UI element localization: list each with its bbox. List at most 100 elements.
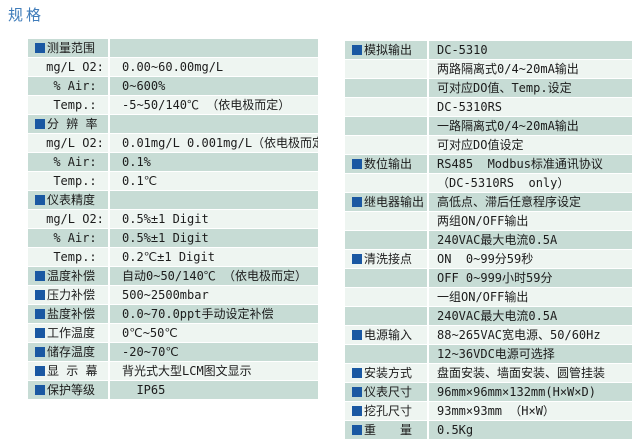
spec-label-text: % Air: (53, 155, 97, 169)
bullet-square-icon (35, 195, 45, 205)
spec-sub-label: mg/L O2: (28, 58, 108, 76)
spec-section-label: 工作温度 (28, 324, 108, 342)
spec-value: ON 0~99分59秒 (429, 250, 632, 268)
spec-value: 240VAC最大电流0.5A (429, 231, 632, 249)
spec-value: 0.00~60.00mg/L (110, 58, 318, 76)
spec-label-text: 测量范围 (47, 41, 96, 55)
spec-label-text: mg/L O2: (46, 212, 104, 226)
table-row: 一路隔离式0/4~20mA输出 (345, 117, 632, 135)
table-row: OFF 0~999小时59分 (345, 269, 632, 287)
table-row: 工作温度 0℃~50℃ (28, 324, 318, 342)
spec-label-text: 清洗接点 (364, 252, 413, 266)
spec-section-label: 模拟输出 (345, 41, 427, 59)
table-row: mg/L O2: 0.00~60.00mg/L (28, 58, 318, 76)
table-row: 12~36VDC电源可选择 (345, 345, 632, 363)
spec-section-label: 仪表尺寸 (345, 383, 427, 401)
table-row: 测量范围 (28, 39, 318, 57)
table-row: % Air: 0.1% (28, 153, 318, 171)
table-row: 盐度补偿 0.0~70.0ppt手动设定补偿 (28, 305, 318, 323)
table-row: 电源输入 88~265VAC宽电源、50/60Hz (345, 326, 632, 344)
bullet-square-icon (35, 43, 45, 53)
spec-section-label: 测量范围 (28, 39, 108, 57)
spec-section-label: 压力补偿 (28, 286, 108, 304)
spec-value: 0.1℃ (110, 172, 318, 190)
spec-label-text: 重 量 (364, 423, 413, 437)
spec-value: RS485 Modbus标准通讯协议 (429, 155, 632, 173)
table-row: 可对应DO值设定 (345, 136, 632, 154)
spec-value: 0.5%±1 Digit (110, 210, 318, 228)
table-row: 仪表精度 (28, 191, 318, 209)
spec-section-label: 保护等级 (28, 381, 108, 399)
spec-section-label: 电源输入 (345, 326, 427, 344)
spec-label-text: 显 示 幕 (47, 364, 98, 378)
spec-section-label: 分 辨 率 (28, 115, 108, 133)
table-row: 数位输出 RS485 Modbus标准通讯协议 (345, 155, 632, 173)
bullet-square-icon (35, 347, 45, 357)
spec-value: 93mm×93mm （H×W） (429, 402, 632, 420)
spec-value: 0.2℃±1 Digit (110, 248, 318, 266)
table-row: 仪表尺寸 96mm×96mm×132mm(H×W×D) (345, 383, 632, 401)
spec-section-label: 储存温度 (28, 343, 108, 361)
spec-value: 240VAC最大电流0.5A (429, 307, 632, 325)
spec-section-label: 仪表精度 (28, 191, 108, 209)
page-title: 规格 (8, 6, 45, 24)
table-row: 两路隔离式0/4~20mA输出 (345, 60, 632, 78)
table-row: 一组ON/OFF输出 (345, 288, 632, 306)
table-row: 继电器输出 高低点、滞后任意程序设定 (345, 193, 632, 211)
spec-value: （DC-5310RS only） (429, 174, 632, 192)
bullet-square-icon (352, 387, 362, 397)
spec-label-text: % Air: (53, 231, 97, 245)
spec-value: 0.0~70.0ppt手动设定补偿 (110, 305, 318, 323)
spec-label-text: 模拟输出 (364, 43, 413, 57)
table-row: 压力补偿 500~2500mbar (28, 286, 318, 304)
spec-section-label: 盐度补偿 (28, 305, 108, 323)
spec-value: 0.5%±1 Digit (110, 229, 318, 247)
bullet-square-icon (352, 406, 362, 416)
bullet-square-icon (352, 368, 362, 378)
bullet-square-icon (352, 159, 362, 169)
spec-section-label: 显 示 幕 (28, 362, 108, 380)
spec-sub-label (345, 117, 427, 135)
spec-label-text: mg/L O2: (46, 60, 104, 74)
table-row: Temp.: 0.2℃±1 Digit (28, 248, 318, 266)
spec-label-text: 继电器输出 (364, 195, 425, 209)
spec-label-text: 数位输出 (364, 157, 413, 171)
spec-label-text: 分 辨 率 (47, 117, 98, 131)
table-row: DC-5310RS (345, 98, 632, 116)
spec-value: 背光式大型LCM图文显示 (110, 362, 318, 380)
spec-value: -5~50/140℃ （依电极而定） (110, 96, 318, 114)
spec-section-label: 安装方式 (345, 364, 427, 382)
spec-sub-label (345, 60, 427, 78)
table-row: 重 量 0.5Kg (345, 421, 632, 439)
spec-section-label: 重 量 (345, 421, 427, 439)
spec-label-text: Temp.: (53, 174, 97, 188)
table-row: 清洗接点 ON 0~99分59秒 (345, 250, 632, 268)
spec-sub-label (345, 212, 427, 230)
spec-sub-label (345, 174, 427, 192)
table-row: Temp.: 0.1℃ (28, 172, 318, 190)
spec-value (110, 39, 318, 57)
table-row: 两组ON/OFF输出 (345, 212, 632, 230)
spec-value: 12~36VDC电源可选择 (429, 345, 632, 363)
spec-sub-label: % Air: (28, 153, 108, 171)
bullet-square-icon (352, 197, 362, 207)
table-row: 可对应DO值、Temp.设定 (345, 79, 632, 97)
spec-value: 96mm×96mm×132mm(H×W×D) (429, 383, 632, 401)
spec-sub-label (345, 79, 427, 97)
spec-section-label: 温度补偿 (28, 267, 108, 285)
spec-label-text: 储存温度 (47, 345, 96, 359)
table-row: 240VAC最大电流0.5A (345, 307, 632, 325)
spec-label-text: 挖孔尺寸 (364, 404, 413, 418)
spec-sub-label: % Air: (28, 229, 108, 247)
spec-sub-label (345, 98, 427, 116)
spec-value: DC-5310 (429, 41, 632, 59)
spec-label-text: 保护等级 (47, 383, 96, 397)
spec-value: 0.1% (110, 153, 318, 171)
spec-sub-label (345, 307, 427, 325)
bullet-square-icon (352, 425, 362, 435)
spec-table-right: 模拟输出 DC-5310 两路隔离式0/4~20mA输出 可对应DO值、Temp.设定… (345, 41, 632, 440)
spec-label-text: 盐度补偿 (47, 307, 96, 321)
table-row: 安装方式 盘面安装、墙面安装、圆管挂装 (345, 364, 632, 382)
bullet-square-icon (35, 271, 45, 281)
spec-value (110, 115, 318, 133)
